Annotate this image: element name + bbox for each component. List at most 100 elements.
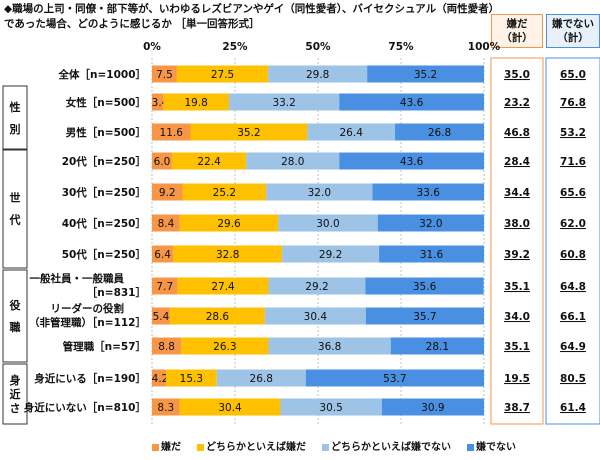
- data-label: 26.3: [213, 341, 236, 353]
- bar-segment: [152, 337, 182, 355]
- legend-swatch: [197, 443, 204, 451]
- row-label: 20代［n=250］: [62, 155, 146, 168]
- bar-segment: [152, 214, 180, 232]
- data-label: 32.0: [419, 218, 442, 230]
- dislike-total-value: 23.2: [504, 97, 530, 109]
- data-label: 28.6: [206, 311, 230, 323]
- bar-segment: [268, 337, 391, 355]
- bar-segment: [266, 183, 373, 201]
- x-tick-label: 75%: [388, 41, 414, 53]
- bar-segment: [390, 337, 484, 355]
- data-label: 53.7: [383, 373, 406, 385]
- legend-label: 嫌でない: [476, 442, 516, 453]
- dislike-total-value: 38.7: [504, 402, 530, 414]
- legend-item: どちらかといえば嫌でない: [322, 438, 451, 453]
- bar-segment: [246, 152, 340, 170]
- bar-segment: [268, 65, 368, 83]
- bar-segment: [176, 65, 269, 83]
- data-label: 32.8: [216, 249, 239, 261]
- legend-item: どちらかといえば嫌だ: [197, 438, 306, 453]
- bar-segment: [305, 369, 484, 387]
- bar-segment: [177, 277, 269, 295]
- x-tick-label: 100%: [468, 41, 501, 53]
- data-label: 30.9: [421, 402, 444, 414]
- data-label: 29.6: [217, 218, 241, 230]
- not-dislike-total-value: 62.0: [560, 218, 586, 230]
- not-dislike-total-value: 65.0: [560, 69, 586, 81]
- bar-segment: [282, 245, 380, 263]
- bar-segment: [307, 123, 396, 141]
- bar-segment: [367, 65, 484, 83]
- not-dislike-total-value: 61.4: [560, 402, 586, 414]
- legend-swatch: [152, 443, 159, 451]
- not-dislike-total-column: [545, 57, 600, 425]
- bar-segment: [173, 245, 283, 263]
- data-label: 43.6: [400, 97, 424, 109]
- dislike-total-value: 38.0: [504, 218, 530, 230]
- not-dislike-total-value: 66.1: [560, 311, 586, 323]
- group-label: 性: [10, 100, 21, 114]
- data-label: 26.8: [250, 373, 273, 385]
- data-label: 19.8: [184, 97, 207, 109]
- row-label: 50代［n=250］: [62, 248, 146, 261]
- bar-segment: [372, 183, 484, 201]
- chart-title-line-1: ◆職場の上司・同僚・部下等が、いわゆるレズビアンやゲイ（同性愛者）、バイセクシュ…: [4, 3, 500, 15]
- group-box: [2, 269, 28, 363]
- bar-segment: [152, 245, 174, 263]
- legend-label: 嫌だ: [161, 442, 181, 453]
- group-label: 近: [10, 387, 21, 401]
- bar-segment: [190, 123, 308, 141]
- not-dislike-total-value: 60.8: [560, 249, 586, 261]
- row-label: 身近にいない［n=810］: [24, 401, 146, 414]
- data-label: 9.2: [159, 187, 176, 199]
- not-dislike-total-value: 53.2: [560, 127, 586, 139]
- bar-segment: [278, 214, 378, 232]
- data-label: 6.0: [154, 156, 171, 168]
- bar-segment: [163, 93, 230, 111]
- data-label: 28.0: [281, 156, 304, 168]
- data-label: 27.5: [211, 69, 234, 81]
- bar-segment: [229, 93, 340, 111]
- x-tick-label: 25%: [222, 41, 248, 53]
- data-label: 29.8: [306, 69, 329, 81]
- dislike-total-header-line-1: 嫌だ: [506, 18, 528, 30]
- bar-segment: [264, 307, 366, 325]
- bar-segment: [152, 398, 180, 416]
- data-label: 35.2: [414, 69, 437, 81]
- bar-segment: [339, 93, 484, 111]
- group-label: 別: [9, 122, 21, 136]
- not-dislike-total-column-header: 嫌でない （計）: [546, 14, 600, 48]
- bar-segment: [216, 369, 306, 387]
- row-label: 40代［n=250］: [62, 217, 146, 230]
- dislike-total-value: 28.4: [504, 156, 530, 168]
- data-label: 7.7: [156, 281, 173, 293]
- dislike-total-column: [490, 57, 544, 425]
- not-dislike-total-value: 65.6: [560, 187, 586, 199]
- bar-segment: [395, 123, 484, 141]
- bar-segment: [280, 398, 382, 416]
- not-dislike-total-value: 80.5: [560, 373, 586, 385]
- data-label: 29.2: [319, 249, 342, 261]
- group-box: [2, 85, 28, 151]
- legend: 嫌だ どちらかといえば嫌だ どちらかといえば嫌でない 嫌でない: [152, 438, 532, 453]
- data-label: 15.3: [180, 373, 203, 385]
- row-label: リーダーの役割: [51, 302, 125, 315]
- bar-segment: [182, 183, 267, 201]
- data-label: 26.4: [340, 127, 364, 139]
- x-tick-label: 0%: [143, 41, 161, 53]
- dislike-total-value: 19.5: [504, 373, 530, 385]
- dislike-total-value: 34.4: [504, 187, 530, 199]
- data-label: 35.7: [413, 311, 436, 323]
- data-label: 29.2: [305, 281, 328, 293]
- bar-segment: [152, 369, 166, 387]
- dislike-total-value: 39.2: [504, 249, 530, 261]
- chart-header: ◆職場の上司・同僚・部下等が、いわゆるレズビアンやゲイ（同性愛者）、バイセクシュ…: [4, 2, 500, 32]
- dislike-total-value: 46.8: [504, 127, 530, 139]
- data-label: 27.4: [211, 281, 235, 293]
- data-label: 31.6: [420, 249, 444, 261]
- bar-segment: [268, 277, 366, 295]
- bar-segment: [381, 398, 484, 416]
- row-label: 女性［n=500］: [66, 96, 146, 109]
- dislike-total-value: 35.1: [504, 281, 530, 293]
- row-label: 30代［n=250］: [62, 186, 146, 199]
